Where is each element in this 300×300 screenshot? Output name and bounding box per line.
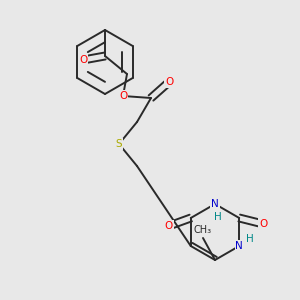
Text: N: N xyxy=(236,241,243,251)
Text: CH₃: CH₃ xyxy=(194,225,212,235)
Text: O: O xyxy=(165,77,173,87)
Text: S: S xyxy=(116,139,122,149)
Text: O: O xyxy=(119,91,127,101)
Text: O: O xyxy=(259,219,267,229)
Text: H: H xyxy=(246,234,254,244)
Text: N: N xyxy=(211,199,219,209)
Text: O: O xyxy=(165,221,173,231)
Text: O: O xyxy=(79,55,87,65)
Text: H: H xyxy=(214,212,222,222)
